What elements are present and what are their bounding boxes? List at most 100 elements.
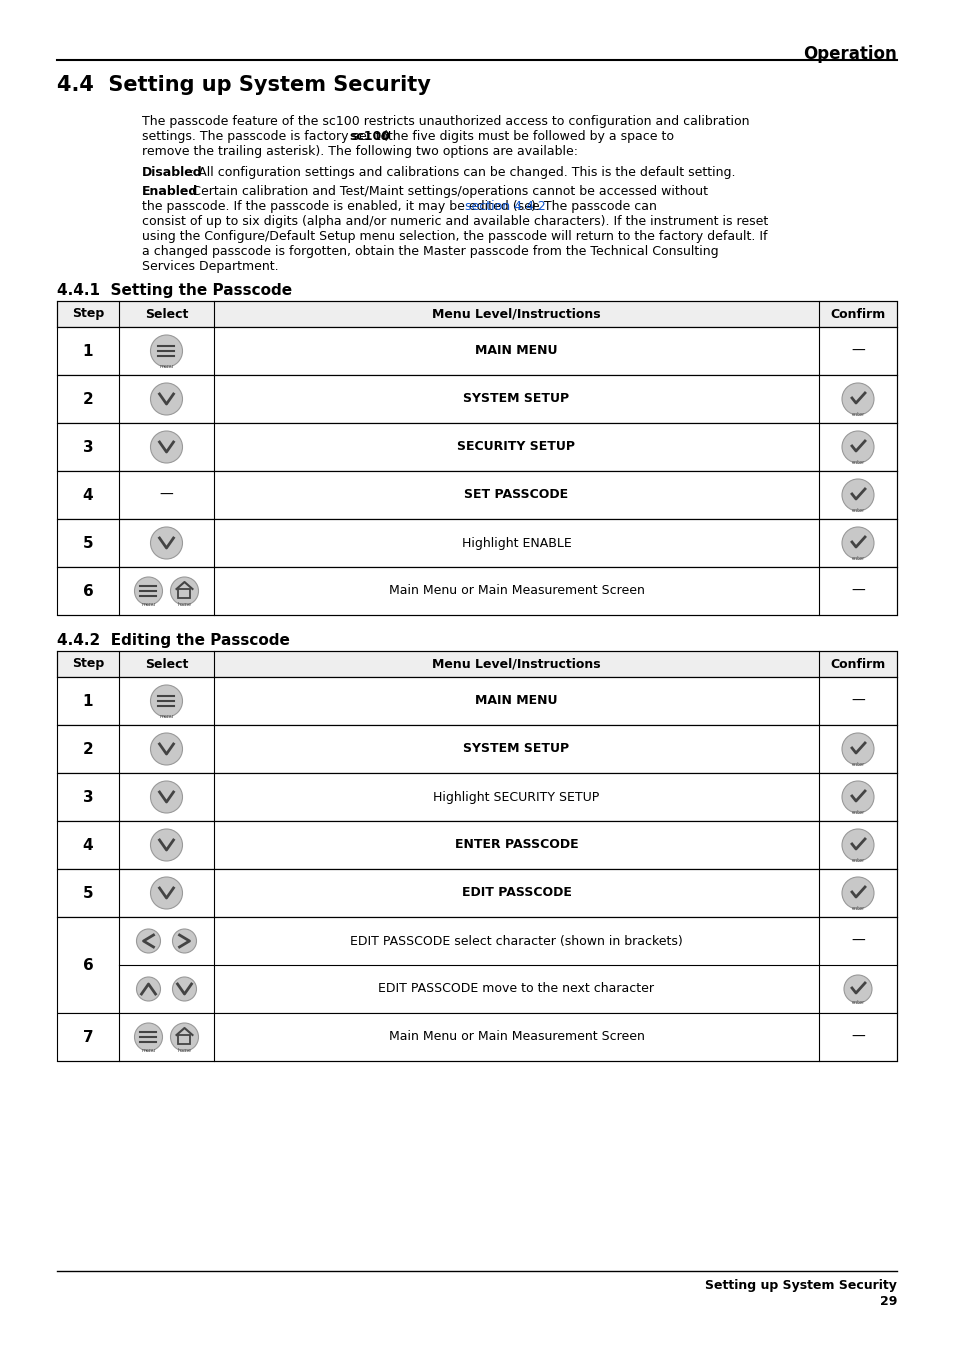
Text: enter: enter — [850, 412, 863, 417]
Circle shape — [134, 577, 162, 605]
Circle shape — [151, 431, 182, 463]
Circle shape — [151, 781, 182, 813]
Text: Confirm: Confirm — [829, 658, 884, 670]
Bar — [57, 821, 896, 869]
Circle shape — [136, 977, 160, 1001]
Circle shape — [841, 527, 873, 559]
Text: the passcode. If the passcode is enabled, it may be edited (see: the passcode. If the passcode is enabled… — [142, 200, 543, 213]
Text: MAIN MENU: MAIN MENU — [475, 345, 558, 358]
Text: Step: Step — [71, 308, 104, 320]
Text: The passcode feature of the sc100 restricts unauthorized access to configuration: The passcode feature of the sc100 restri… — [142, 115, 749, 128]
Text: SYSTEM SETUP: SYSTEM SETUP — [463, 393, 569, 405]
Text: Select: Select — [145, 658, 188, 670]
Text: menu: menu — [159, 363, 173, 369]
Text: SECURITY SETUP: SECURITY SETUP — [457, 440, 575, 454]
Text: —: — — [850, 694, 864, 708]
Text: 1: 1 — [83, 343, 93, 358]
Text: menu: menu — [159, 713, 173, 719]
Circle shape — [171, 577, 198, 605]
Circle shape — [841, 877, 873, 909]
Circle shape — [171, 1023, 198, 1051]
Text: remove the trailing asterisk). The following two options are available:: remove the trailing asterisk). The follo… — [142, 145, 578, 158]
Text: 4: 4 — [83, 838, 93, 852]
Bar — [57, 725, 896, 773]
Text: 4.4  Setting up System Security: 4.4 Setting up System Security — [57, 76, 431, 95]
Text: Disabled: Disabled — [142, 166, 202, 178]
Text: 4.4.2  Editing the Passcode: 4.4.2 Editing the Passcode — [57, 634, 290, 648]
Bar — [178, 1035, 191, 1044]
Bar — [178, 589, 191, 598]
Circle shape — [841, 830, 873, 861]
Text: —: — — [159, 488, 173, 503]
Text: 29: 29 — [879, 1296, 896, 1308]
Text: 4.4.1  Setting the Passcode: 4.4.1 Setting the Passcode — [57, 282, 292, 299]
Bar — [57, 471, 896, 519]
Text: enter: enter — [850, 858, 863, 863]
Text: SET PASSCODE: SET PASSCODE — [464, 489, 568, 501]
Circle shape — [134, 1023, 162, 1051]
Circle shape — [151, 830, 182, 861]
Text: settings. The passcode is factory set to: settings. The passcode is factory set to — [142, 130, 392, 143]
Text: —: — — [850, 934, 864, 948]
Text: EDIT PASSCODE select character (shown in brackets): EDIT PASSCODE select character (shown in… — [350, 935, 682, 947]
Text: —: — — [850, 345, 864, 358]
Text: consist of up to six digits (alpha and/or numeric and available characters). If : consist of up to six digits (alpha and/o… — [142, 215, 767, 228]
Text: : Certain calibration and Test/Maint settings/operations cannot be accessed with: : Certain calibration and Test/Maint set… — [184, 185, 707, 199]
Text: 5: 5 — [83, 535, 93, 550]
Text: 1: 1 — [83, 693, 93, 708]
Text: enter: enter — [850, 811, 863, 815]
Text: Menu Level/Instructions: Menu Level/Instructions — [432, 308, 600, 320]
Circle shape — [151, 685, 182, 717]
Text: 2: 2 — [83, 392, 93, 407]
Bar — [57, 917, 896, 1013]
Bar — [57, 869, 896, 917]
Bar — [57, 567, 896, 615]
Text: Menu Level/Instructions: Menu Level/Instructions — [432, 658, 600, 670]
Circle shape — [841, 734, 873, 765]
Text: Enabled: Enabled — [142, 185, 198, 199]
Text: Setting up System Security: Setting up System Security — [704, 1279, 896, 1292]
Text: 3: 3 — [83, 439, 93, 454]
Text: enter: enter — [850, 762, 863, 767]
Text: sc100: sc100 — [349, 130, 390, 143]
Text: Highlight ENABLE: Highlight ENABLE — [461, 536, 571, 550]
Text: 6: 6 — [83, 584, 93, 598]
Text: menu: menu — [141, 1048, 155, 1052]
Text: —: — — [850, 1029, 864, 1044]
Text: using the Configure/Default Setup menu selection, the passcode will return to th: using the Configure/Default Setup menu s… — [142, 230, 767, 243]
Text: Step: Step — [71, 658, 104, 670]
Text: (the five digits must be followed by a space to: (the five digits must be followed by a s… — [378, 130, 673, 143]
Circle shape — [151, 527, 182, 559]
Text: Confirm: Confirm — [829, 308, 884, 320]
Circle shape — [843, 975, 871, 1002]
Text: 2: 2 — [83, 742, 93, 757]
Text: enter: enter — [850, 459, 863, 465]
Circle shape — [841, 480, 873, 511]
Text: Operation: Operation — [802, 45, 896, 63]
Bar — [57, 677, 896, 725]
Text: a changed passcode is forgotten, obtain the Master passcode from the Technical C: a changed passcode is forgotten, obtain … — [142, 245, 718, 258]
Circle shape — [151, 734, 182, 765]
Text: SYSTEM SETUP: SYSTEM SETUP — [463, 743, 569, 755]
Text: enter: enter — [850, 1000, 863, 1005]
Text: enter: enter — [850, 907, 863, 911]
Text: Main Menu or Main Measurement Screen: Main Menu or Main Measurement Screen — [388, 1031, 644, 1043]
Text: home: home — [177, 1048, 192, 1052]
Circle shape — [136, 929, 160, 952]
Text: menu: menu — [141, 603, 155, 607]
Bar — [57, 376, 896, 423]
Circle shape — [841, 431, 873, 463]
Circle shape — [172, 929, 196, 952]
Circle shape — [841, 382, 873, 415]
Text: 4: 4 — [83, 488, 93, 503]
Text: 7: 7 — [83, 1029, 93, 1044]
Text: Services Department.: Services Department. — [142, 259, 278, 273]
Text: Select: Select — [145, 308, 188, 320]
Text: enter: enter — [850, 508, 863, 513]
Text: ENTER PASSCODE: ENTER PASSCODE — [455, 839, 578, 851]
Text: Main Menu or Main Measurement Screen: Main Menu or Main Measurement Screen — [388, 585, 644, 597]
Text: EDIT PASSCODE move to the next character: EDIT PASSCODE move to the next character — [378, 982, 654, 996]
Text: MAIN MENU: MAIN MENU — [475, 694, 558, 708]
Bar — [57, 773, 896, 821]
Text: 5: 5 — [83, 885, 93, 901]
